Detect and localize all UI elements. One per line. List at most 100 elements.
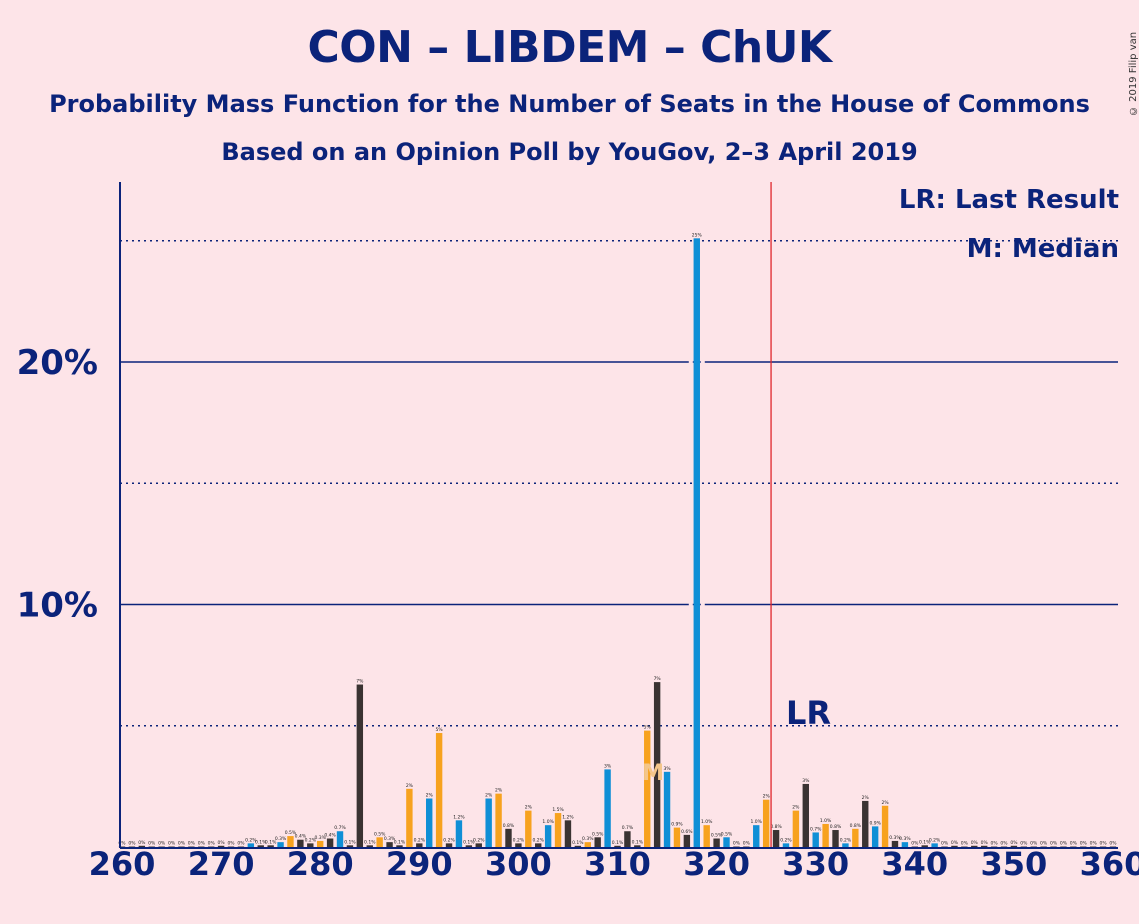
bar-319: [703, 825, 710, 847]
gap-mask-right-20: [700, 360, 705, 364]
bar-label-327: 0.2%: [780, 837, 792, 843]
bar-label-356: 0%: [1070, 841, 1078, 847]
bar-357: [1080, 846, 1087, 848]
bar-label-294: 1.2%: [453, 814, 465, 820]
bar-label-329: 3%: [802, 778, 810, 784]
bar-label-277: 0.5%: [285, 830, 297, 836]
bar-label-333: 0.2%: [840, 837, 852, 843]
bar-297: [485, 798, 492, 847]
bar-298: [495, 793, 502, 847]
median-marker: M: [642, 761, 664, 786]
bar-275: [267, 845, 274, 847]
axes: 10% 20% 260 270 280 290 300 310 320 330 340 350 360: [17, 182, 1139, 883]
bar-321: [723, 837, 730, 847]
bar-310: [614, 845, 621, 847]
bar-262: [138, 845, 146, 847]
bar-334: [852, 828, 859, 847]
bar-314: [653, 682, 661, 847]
bar-276: [277, 842, 284, 847]
bar-304: [554, 813, 562, 847]
annotations: LR M: [642, 182, 831, 847]
bar-label-299: 0.8%: [503, 823, 515, 829]
bar-317: [683, 834, 691, 847]
legend-median: M: Median: [966, 234, 1119, 264]
bar-326: [772, 830, 780, 847]
bar-296: [475, 843, 482, 847]
bar-309: [604, 769, 611, 847]
bar-label-271: 0%: [227, 841, 235, 847]
bar-label-291: 2%: [426, 793, 434, 799]
bar-label-337: 2%: [881, 800, 889, 806]
bar-label-276: 0.3%: [275, 836, 287, 842]
bar-303: [544, 825, 552, 847]
bar-label-343: 0%: [941, 841, 949, 847]
bar-323: [743, 846, 750, 848]
x-tick-label-320: 320: [683, 845, 750, 883]
bar-288: [396, 845, 403, 847]
bar-270: [217, 845, 225, 847]
bar-283: [346, 845, 354, 847]
bar-label-311: 0.7%: [622, 825, 634, 831]
bar-335: [862, 800, 869, 847]
bar-label-310: 0.1%: [612, 840, 624, 846]
bar-label-262: 0%: [138, 840, 146, 846]
bar-264: [158, 846, 165, 848]
bar-label-266: 0%: [178, 841, 186, 847]
bar-label-306: 0.1%: [572, 840, 584, 846]
x-tick-label-330: 330: [782, 845, 849, 883]
bar-label-282: 0.7%: [334, 825, 346, 831]
bar-328: [792, 810, 800, 847]
bar-label-341: 0.1%: [919, 839, 931, 845]
bar-label-293: 0.2%: [443, 837, 455, 843]
bar-349: [1000, 846, 1008, 848]
bar-354: [1050, 846, 1057, 848]
bar-label-334: 0.8%: [850, 823, 862, 829]
bar-label-324: 1.0%: [751, 819, 763, 825]
bar-271: [227, 846, 235, 848]
bar-label-322: 0%: [733, 841, 741, 847]
bar-label-283: 0.1%: [344, 839, 356, 845]
bar-label-260: 0%: [118, 841, 126, 847]
bar-294: [455, 820, 463, 847]
bar-label-338: 0.3%: [889, 835, 901, 841]
bar-343: [941, 846, 948, 848]
bar-315: [663, 771, 671, 847]
bar-label-351: 0%: [1020, 841, 1028, 847]
bar-label-312: 0.1%: [632, 839, 644, 845]
legend-last-result: LR: Last Result: [898, 185, 1119, 215]
bar-label-297: 2%: [485, 793, 493, 799]
bar-label-330: 0.7%: [810, 826, 822, 832]
bar-316: [673, 827, 681, 847]
bar-label-264: 0%: [158, 841, 166, 847]
bar-322: [733, 846, 740, 848]
bar-284: [356, 684, 364, 847]
bar-label-275: 0.1%: [265, 839, 277, 845]
bar-340: [911, 846, 918, 848]
bar-label-295: 0.1%: [463, 839, 475, 845]
last-result-marker: LR: [786, 694, 831, 732]
bar-332: [832, 830, 839, 847]
bar-label-270: 0%: [218, 840, 226, 846]
bar-261: [128, 846, 136, 848]
bar-329: [802, 783, 809, 847]
bar-label-279: 0.2%: [305, 837, 317, 843]
gap-mask-right-10: [700, 602, 705, 607]
bar-label-268: 0%: [198, 841, 206, 847]
bar-285: [366, 845, 373, 847]
bar-347: [980, 845, 988, 847]
bar-label-348: 0%: [991, 841, 999, 847]
bar-356: [1070, 846, 1077, 848]
bar-324: [753, 825, 760, 847]
bar-label-332: 0.8%: [830, 824, 842, 830]
bar-267: [188, 846, 195, 848]
bar-307: [584, 842, 591, 847]
bar-353: [1040, 846, 1047, 848]
bar-291: [426, 798, 433, 847]
bar-label-319: 1.0%: [701, 819, 713, 825]
bar-342: [931, 843, 938, 847]
bar-313: [644, 730, 651, 847]
gridlines: [120, 239, 1118, 727]
bar-312: [634, 845, 641, 847]
bar-label-303: 1.0%: [542, 819, 554, 825]
bar-label-267: 0%: [188, 841, 196, 847]
